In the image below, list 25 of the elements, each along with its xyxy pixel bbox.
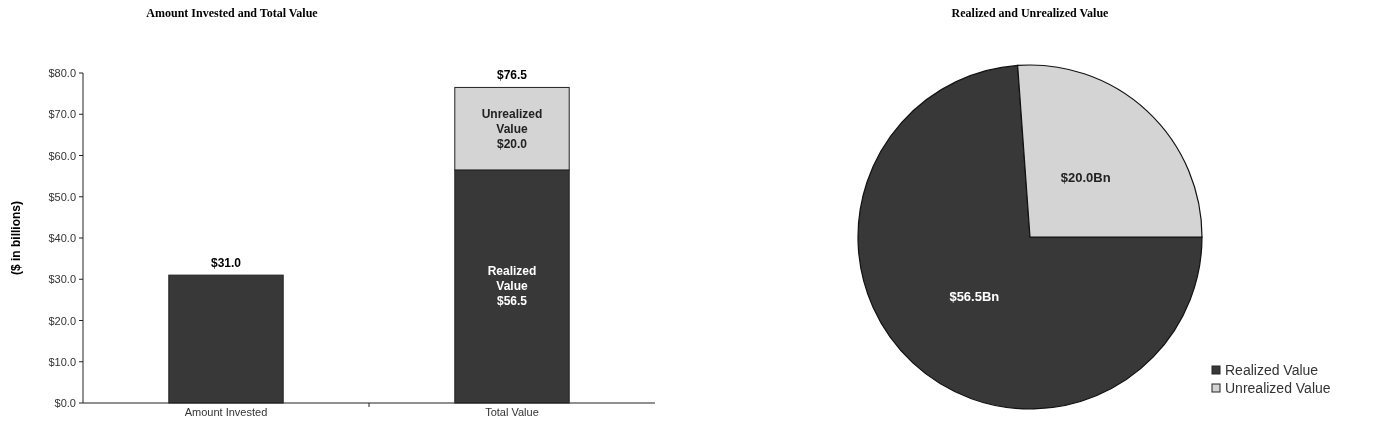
y-tick-label: $70.0: [48, 108, 76, 121]
y-axis-title: ($ in billions): [9, 201, 23, 275]
data-label: $20.0: [496, 136, 528, 151]
y-tick-label: $50.0: [48, 190, 76, 203]
x-tick-label: Amount Invested: [184, 406, 268, 418]
data-label: $56.5Bn: [949, 289, 1000, 305]
data-label: $56.5: [496, 294, 528, 309]
legend-label: Unrealized Value: [1225, 380, 1331, 396]
series-label: Realized Value: [487, 264, 537, 294]
series-label: Unrealized Value: [481, 106, 543, 136]
y-tick-label: $60.0: [48, 149, 76, 162]
y-tick-label: $0.0: [54, 397, 76, 409]
total-label: $76.5: [496, 68, 528, 83]
legend-label: Realized Value: [1225, 362, 1319, 378]
y-tick-label: $30.0: [48, 273, 76, 286]
y-tick-label: $40.0: [48, 232, 76, 244]
y-tick-label: $20.0: [48, 314, 76, 327]
chart-title: Amount Invested and Total Value: [146, 6, 319, 20]
chart-title: Realized and Unrealized Value: [951, 6, 1110, 20]
x-tick-label: Total Value: [485, 406, 539, 418]
total-label: $31.0: [210, 256, 242, 271]
y-tick-label: $10.0: [48, 355, 76, 368]
y-tick-label: $80.0: [48, 67, 76, 79]
data-label: $20.0Bn: [1060, 169, 1111, 185]
pie-slice: [857, 64, 1203, 410]
